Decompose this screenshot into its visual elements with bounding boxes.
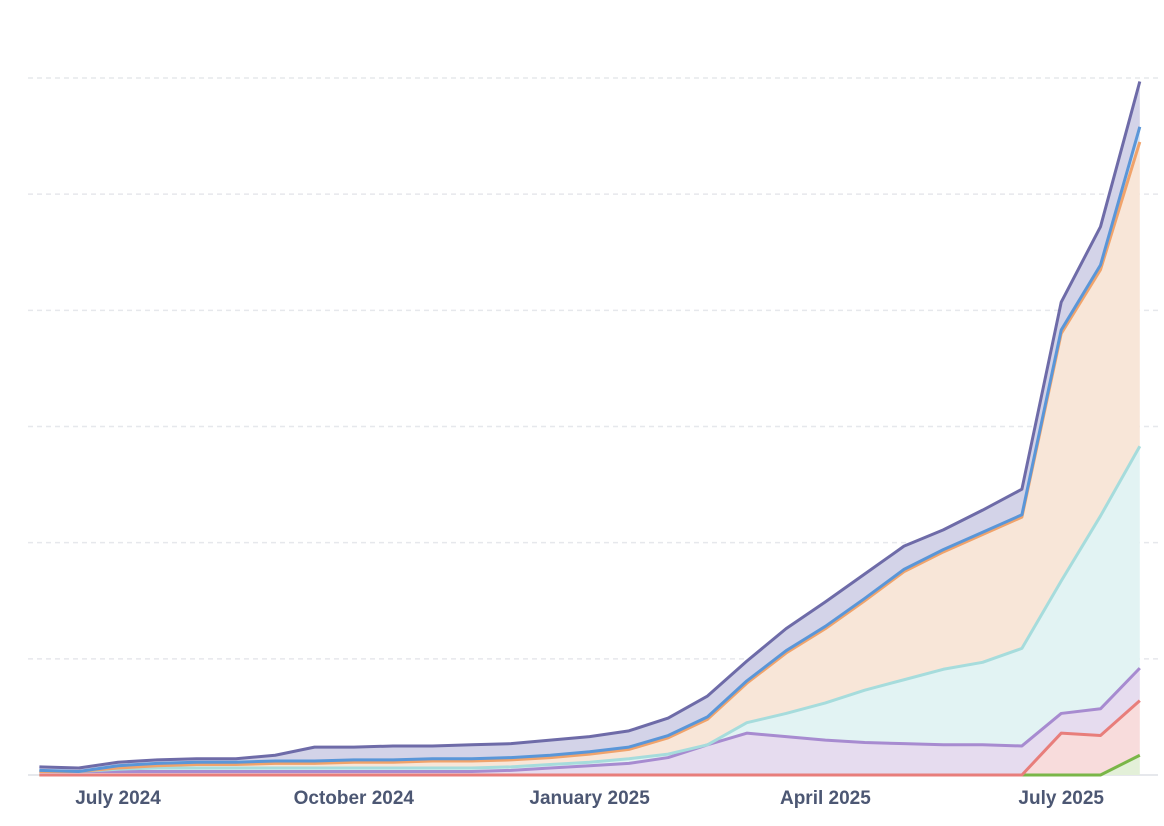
area-line (39, 126, 1142, 774)
area-band (39, 141, 1140, 772)
x-tick-label: July 2024 (75, 788, 161, 809)
x-tick-label: July 2025 (1018, 788, 1104, 809)
x-tick-label: October 2024 (294, 788, 415, 809)
area-line (39, 667, 1141, 774)
area-line (39, 699, 1141, 777)
area-line (39, 81, 1142, 770)
area-band (39, 668, 1140, 775)
x-tick-label: April 2025 (780, 788, 871, 809)
x-tick-label: January 2025 (529, 788, 650, 809)
area-line (39, 445, 1142, 774)
area-line (39, 141, 1142, 774)
